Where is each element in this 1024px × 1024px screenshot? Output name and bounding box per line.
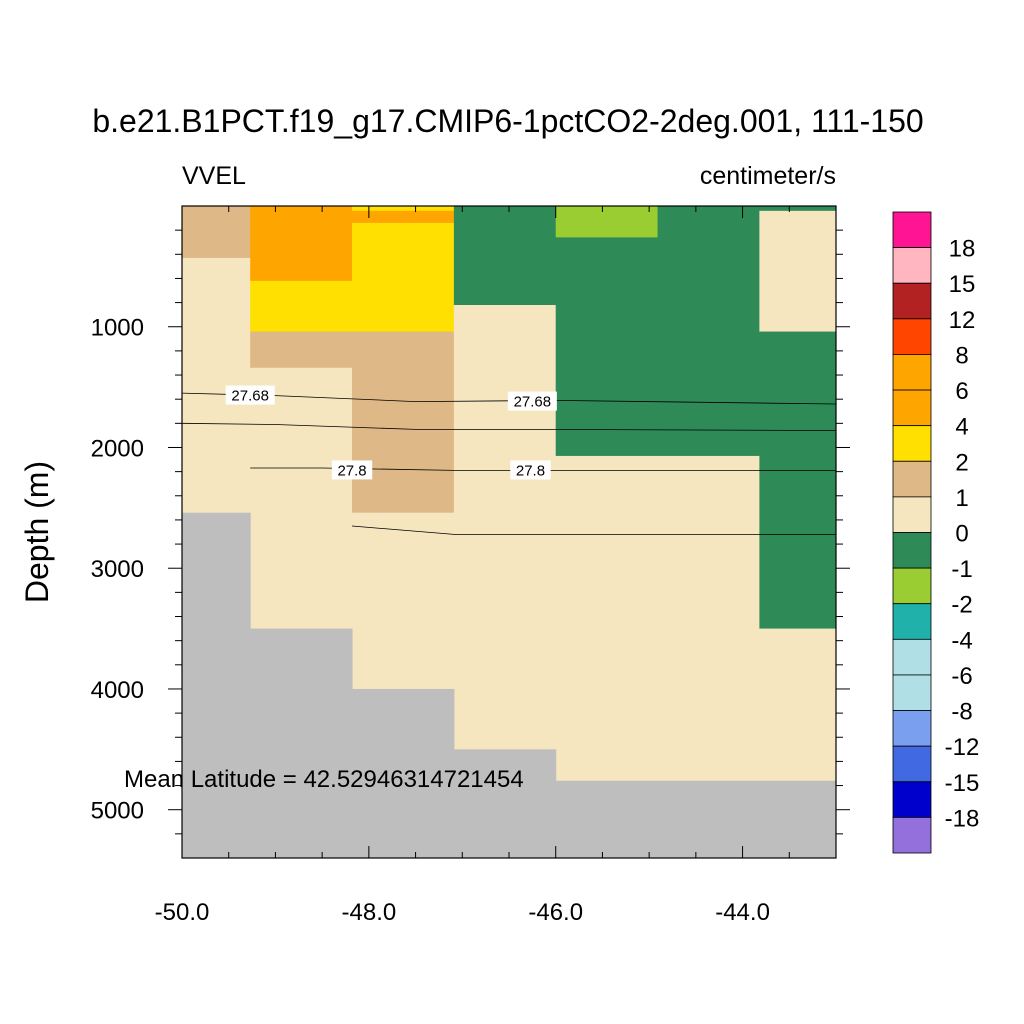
x-tick-label: -46.0 [528, 899, 583, 926]
y-tick-label: 4000 [91, 677, 144, 704]
land-cell [352, 688, 455, 858]
data-cell [352, 512, 455, 690]
colorbar-label: 2 [955, 449, 968, 476]
colorbar-swatch [892, 745, 932, 783]
data-cell [250, 280, 353, 333]
colorbar-swatch [892, 638, 932, 676]
contour-label-box [225, 385, 275, 405]
contour-label: 27.8 [337, 462, 366, 479]
data-cell [352, 206, 455, 212]
land-mask [182, 512, 837, 858]
colorbar-swatch [892, 781, 932, 818]
data-cell [657, 206, 760, 457]
colorbar-label: 4 [955, 414, 968, 441]
data-cell [352, 331, 455, 514]
colorbar-swatch [892, 389, 932, 427]
colorbar-label: 6 [955, 378, 968, 405]
y-tick-label: 5000 [91, 798, 144, 825]
colorbar-swatch [892, 532, 932, 569]
colorbar-label: -15 [945, 770, 980, 797]
data-cells [182, 206, 837, 858]
data-cell [453, 305, 557, 750]
colorbar-swatch [892, 211, 932, 249]
data-cell [352, 222, 455, 333]
plot-axes: -50.0 -48.0 -46.0 -44.0 1000 2000 3000 4000 5000 [91, 205, 850, 926]
data-cell [250, 331, 353, 369]
colorbar-swatch [892, 603, 932, 640]
x-tick-label: -44.0 [715, 899, 770, 926]
colorbar-label: -4 [951, 627, 972, 654]
colorbar-swatch [892, 674, 932, 711]
colorbar-label: -18 [945, 805, 980, 832]
data-cell [250, 367, 353, 630]
colorbar-swatch [892, 318, 932, 355]
y-tick-label: 3000 [91, 556, 144, 583]
colorbar-swatch [892, 425, 932, 462]
colorbar-label: -12 [945, 734, 980, 761]
colorbar-swatch [892, 567, 932, 605]
data-cell [555, 455, 659, 782]
colorbar: 18 15 12 8 6 4 2 1 0 -1 -2 -4 -6 -8 -12 -15 -18 [892, 211, 980, 854]
colorbar-swatch [892, 460, 932, 498]
land-cell [453, 749, 557, 858]
land-cell [555, 780, 837, 858]
colorbar-label: -6 [951, 663, 972, 690]
colorbar-label: 1 [955, 485, 968, 512]
colorbar-swatch [892, 710, 932, 747]
y-tick-label: 2000 [91, 435, 144, 462]
contour-line [250, 467, 836, 471]
data-cell [555, 206, 659, 238]
colorbar-swatch [892, 816, 932, 854]
colorbar-swatch [892, 282, 932, 320]
data-cell [555, 237, 659, 457]
contour-label: 27.8 [516, 462, 545, 479]
data-cell [182, 257, 251, 514]
data-cell [759, 628, 837, 782]
colorbar-swatch [892, 247, 932, 284]
data-cell [182, 206, 251, 259]
colorbar-label: 12 [949, 307, 976, 334]
colorbar-swatch [892, 354, 932, 391]
colorbar-label: 8 [955, 342, 968, 369]
data-cell [250, 206, 353, 282]
colorbar-swatch [892, 496, 932, 533]
contour-label: 27.68 [231, 388, 269, 405]
colorbar-label: -8 [951, 699, 972, 726]
y-axis-label: Depth (m) [19, 461, 55, 603]
x-tick-label: -48.0 [342, 899, 397, 926]
data-cell [657, 455, 760, 782]
contour-label-box [507, 391, 557, 411]
data-cell [759, 210, 837, 333]
data-cell [759, 331, 837, 630]
y-tick-label: 1000 [91, 315, 144, 342]
contour-line [351, 525, 836, 535]
mean-latitude-note: Mean Latitude = 42.52946314721454 [124, 766, 524, 793]
colorbar-label: -2 [951, 592, 972, 619]
x-tick-label: -50.0 [155, 899, 210, 926]
units-label: centimeter/s [700, 162, 836, 190]
variable-label: VVEL [182, 162, 246, 190]
contour-label: 27.68 [514, 394, 552, 411]
data-cell [759, 206, 837, 212]
contour-label-box [331, 460, 373, 480]
density-contours: 27.68 27.68 27.8 27.8 [181, 385, 837, 535]
colorbar-label: 0 [955, 521, 968, 548]
contour-line [181, 422, 837, 431]
data-cell [453, 206, 557, 306]
land-cell [250, 628, 353, 858]
colorbar-label: -1 [951, 556, 972, 583]
colorbar-label: 15 [949, 271, 976, 298]
chart-title: b.e21.B1PCT.f19_g17.CMIP6-1pctCO2-2deg.0… [92, 103, 923, 139]
colorbar-label: 18 [949, 236, 976, 263]
land-cell [182, 512, 251, 858]
contour-label-box [510, 460, 551, 480]
data-cell [352, 210, 455, 224]
